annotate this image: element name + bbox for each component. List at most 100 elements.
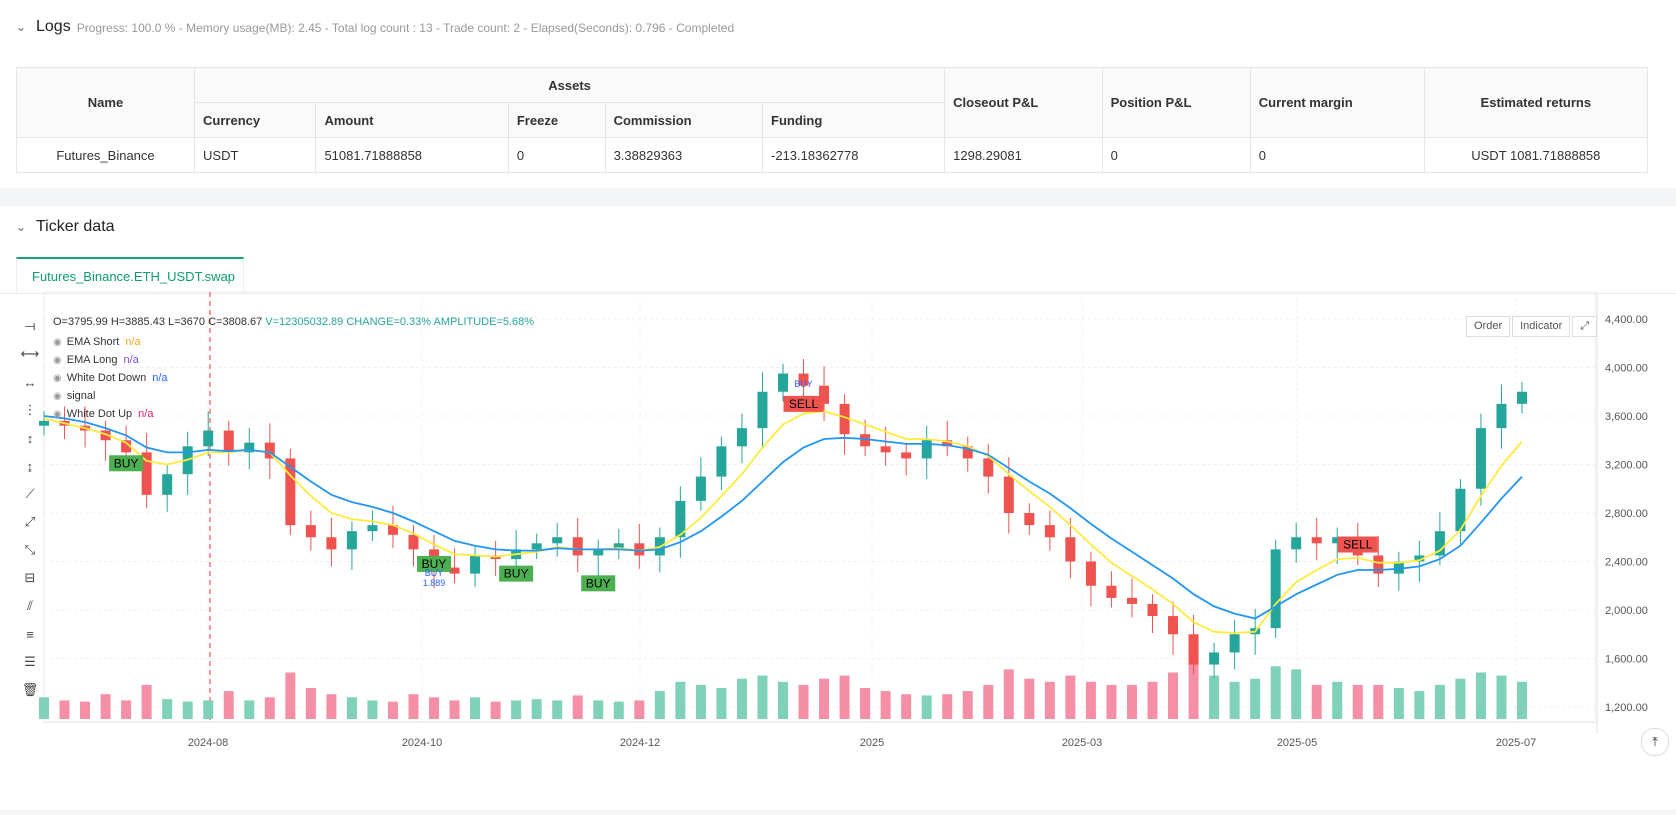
candle-body [1147,603,1158,617]
candle-body [1106,585,1117,598]
candle-body [39,420,49,426]
extended-line-icon[interactable]: ⤡ [24,542,36,557]
price-range-icon[interactable]: ↨ [26,458,34,474]
legend-item-ema-long[interactable]: ◉ EMA Long n/a [53,351,168,369]
legend-item-ema-short[interactable]: ◉ EMA Short n/a [53,333,168,351]
volume-bar [1311,684,1322,719]
y-tick-label: 1,600.00 [1605,654,1648,666]
candle-body [1475,428,1486,489]
scroll-to-top-icon[interactable]: ⤒ [1641,728,1669,756]
cell-commission: 3.38829363 [604,137,764,173]
chevron-down-icon[interactable]: ⌄ [16,20,27,34]
horizontal-line-icon[interactable]: ⟷ [20,346,40,361]
horizontal-ray-icon[interactable]: ↔ [23,374,37,390]
volume-bar [1414,691,1425,719]
y-tick-label: 3,200.00 [1605,460,1648,472]
volume-bar [387,701,398,719]
candle-body [634,543,645,556]
order-button[interactable]: Order [1466,316,1511,337]
x-tick-label: 2025 [860,737,884,749]
parallel-channel-icon[interactable]: ⫽ [27,598,33,613]
cell-amount: 51081.71888858 [315,137,509,173]
cell-position-pnl: 0 [1101,137,1251,173]
ema-short-line [43,410,1523,634]
volume-bar [778,681,788,719]
volume-bar [121,700,132,719]
assets-table: Name Assets Closeout P&L Position P&L Cu… [15,67,1649,173]
eye-icon[interactable]: ◉ [53,354,62,366]
expand-icon[interactable]: ⤢ [1572,316,1598,337]
signal-label: BUY [504,567,529,581]
legend-item-white-dot-up[interactable]: ◉ White Dot Up n/a [53,405,168,423]
candle-body [1455,488,1466,532]
candle-body [1188,634,1199,665]
price-chart[interactable]: 4,400.00 4,000.00 3,600.00 3,200.00 2,800.00… [0,206,1676,810]
sell-signal: SELL [783,395,824,412]
volume-bar [654,691,665,719]
cell-name: Futures_Binance [15,137,196,173]
candle-body [1003,476,1014,513]
candle-body [1373,555,1384,574]
volume-bar [531,699,542,719]
volume-bar [819,678,830,719]
tab-divider [0,293,1676,294]
candle-body [1065,537,1076,562]
volume-bar [1209,675,1220,719]
eye-icon[interactable]: ◉ [53,408,62,420]
candle-body [1270,549,1281,629]
ticker-header[interactable]: ⌄ Ticker data [16,218,115,236]
tab-eth-usdt-swap[interactable]: Futures_Binance.ETH_USDT.swap [16,257,244,293]
volume-bar [1147,681,1158,719]
volume-bar [593,700,604,719]
volume-bar [490,701,501,719]
candle-body [141,452,152,495]
candle-body [1311,537,1322,544]
volume-bar [1126,684,1137,719]
col-currency: Currency [194,102,317,138]
volume-bar [203,700,214,719]
fib-lines-icon[interactable]: ≡ [26,626,34,642]
volume-bar [983,684,994,719]
chevron-down-icon[interactable]: ⌄ [16,220,27,234]
cell-current-margin: 0 [1249,137,1425,173]
candle-body [593,549,604,556]
volume-bar [1168,672,1179,719]
volume-bar [470,697,481,719]
logs-header[interactable]: ⌄ Logs Progress: 100.0 % - Memory usage(… [16,18,734,36]
price-label-icon[interactable]: ⊟ [24,570,36,585]
volume-bar [1332,681,1343,719]
signal-label: BUY [586,576,611,590]
volume-bar [839,675,850,719]
legend-label: signal [66,390,96,402]
vertical-segment-icon[interactable]: ↕ [26,430,34,446]
volume-bar [1024,678,1035,719]
indicator-button[interactable]: Indicator [1512,316,1571,337]
x-tick-label: 2025-03 [1062,737,1102,749]
eye-icon[interactable]: ◉ [53,390,62,402]
grid-lines-icon[interactable]: ☰ [24,654,36,669]
volume-bar [1106,684,1117,719]
candle-body [121,440,132,453]
x-tick-label: 2025-05 [1277,737,1317,749]
vertical-line-icon[interactable]: ⋮ [23,402,37,417]
volume-bar [716,688,727,719]
candle-body [695,476,706,501]
candle-body [675,500,686,538]
trash-icon[interactable]: 🗑 [21,682,39,697]
volume-bar [1393,688,1404,719]
x-tick-label: 2025-07 [1496,737,1536,749]
legend-item-signal[interactable]: ◉ signal [53,387,168,405]
eye-icon[interactable]: ◉ [53,372,62,384]
eye-icon[interactable]: ◉ [53,336,62,348]
cursor-line-icon[interactable]: ⟞ [24,318,36,333]
col-funding: Funding [762,102,946,138]
legend-item-white-dot-down[interactable]: ◉ White Dot Down n/a [53,369,168,387]
ray-line-icon[interactable]: ⤢ [24,514,36,529]
volume-bar [1250,678,1261,719]
candle-body [983,458,994,477]
trend-line-icon[interactable]: ⟋ [25,486,35,501]
col-group-assets: Assets [194,67,946,103]
legend-label: EMA Short [66,336,120,348]
volume-bar [901,694,912,719]
col-commission: Commission [604,102,764,138]
